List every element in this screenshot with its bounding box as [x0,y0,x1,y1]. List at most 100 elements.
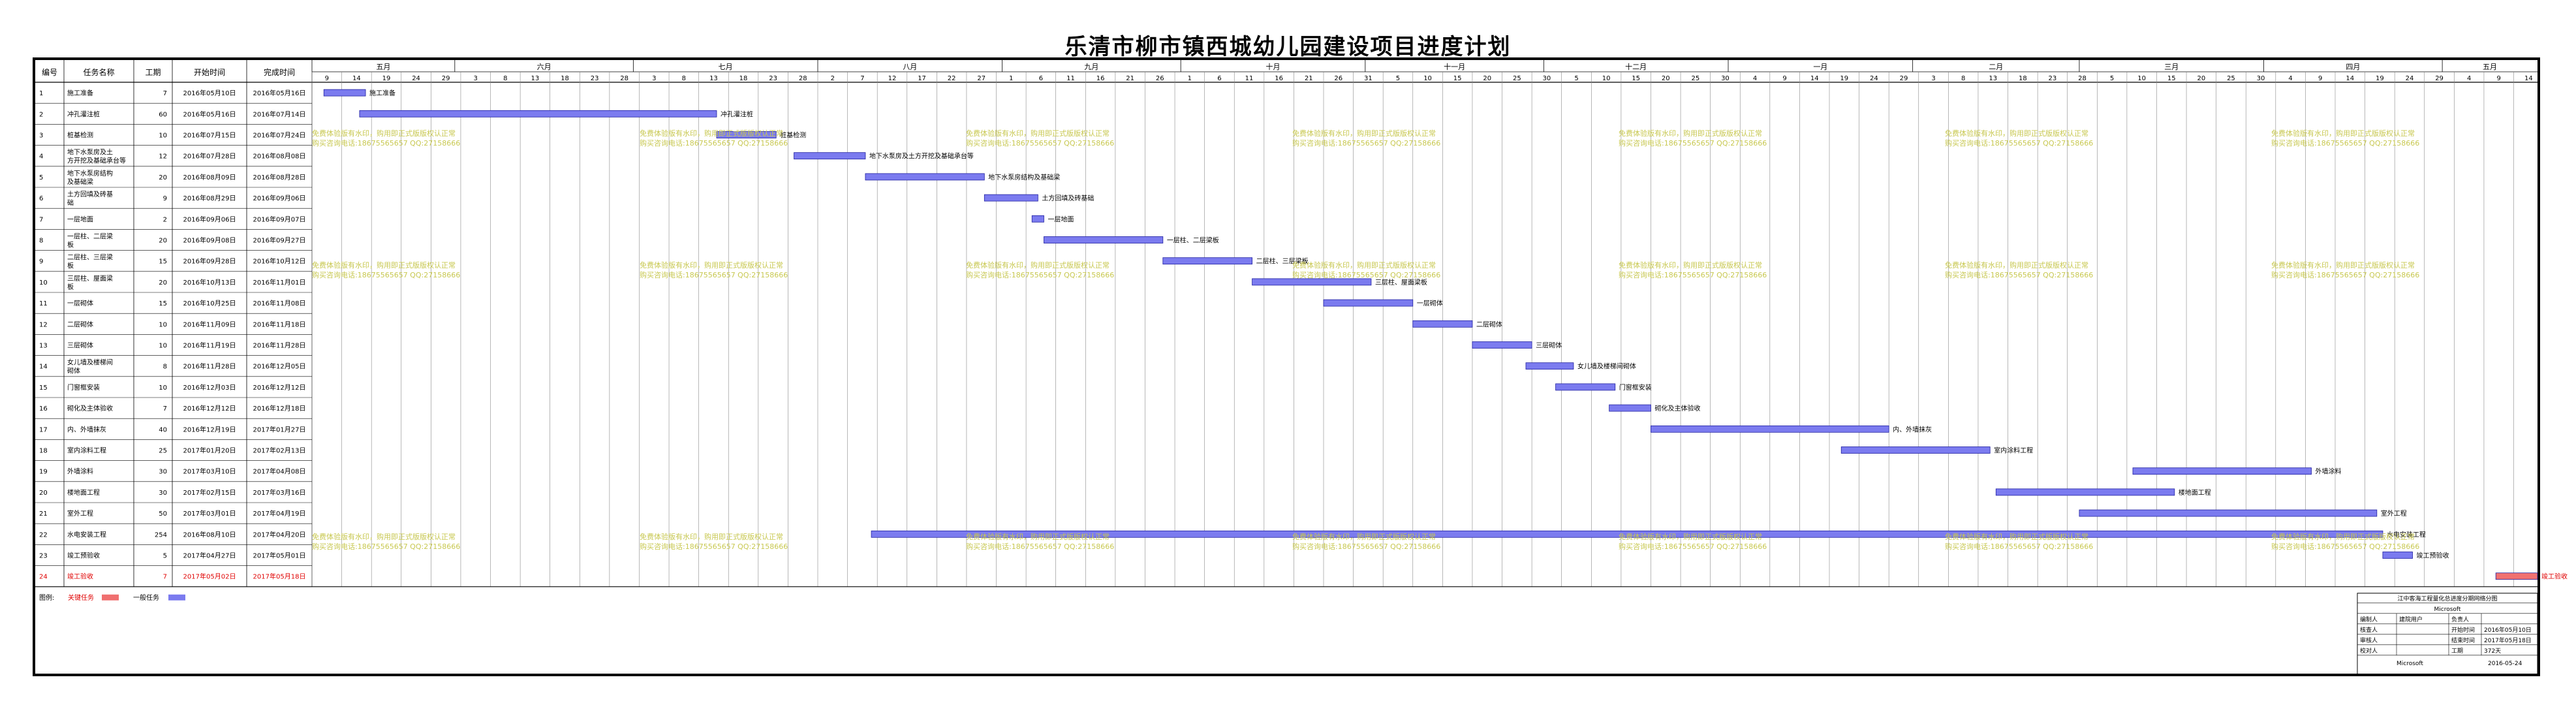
chart-frame [33,57,2540,676]
week-tick-label: 19 [2376,75,2384,82]
watermark-line1: 免费体验版有水印，购用即正式版版权认正常 [1945,260,2088,270]
task-bar-label: 水电安装工程 [2387,530,2426,539]
week-tick-label: 24 [2406,75,2414,82]
task-id: 12 [39,321,48,328]
task-start: 2016年08月09日 [183,173,236,181]
task-duration: 254 [155,531,167,539]
task-duration: 2 [163,216,167,223]
watermark-line2: 购买咨询电话:18675565657 QQ:27158666 [312,138,460,148]
header-end: 完成时间 [264,67,295,77]
watermark-line1: 免费体验版有水印，购用即正式版版权认正常 [1292,532,1436,541]
task-bar [1472,341,1532,349]
task-bar [359,110,717,117]
week-tick-label: 14 [1810,75,1819,82]
week-tick-label: 5 [2110,75,2114,82]
week-tick-label: 5 [1396,75,1400,82]
task-bar [1525,362,1574,370]
info-box-cell: 建院用户 [2399,616,2423,623]
task-start: 2016年12月12日 [183,404,236,413]
watermark-line1: 免费体验版有水印，购用即正式版版权认正常 [966,532,1110,541]
watermark-line2: 购买咨询电话:18675565657 QQ:27158666 [640,542,788,551]
task-id: 4 [39,153,43,161]
task-start: 2016年09月28日 [183,257,236,266]
task-duration: 10 [159,321,167,328]
task-duration: 9 [163,195,167,202]
task-name: 桩基检测 [67,131,93,140]
task-start: 2016年08月10日 [183,530,236,539]
info-box-footer-date: 2016-05-24 [2488,661,2522,667]
watermark-line1: 免费体验版有水印，购用即正式版版权认正常 [312,532,456,541]
task-name: 地下水泵房结构 [67,169,113,178]
info-box-cell: 工期 [2451,648,2463,655]
task-start: 2016年09月08日 [183,236,236,245]
task-end: 2017年05月01日 [253,552,306,560]
task-bar-label: 土方回填及砖基础 [1042,194,1094,202]
task-name-cont: 及基础梁 [67,178,93,186]
task-bar [1651,425,1889,433]
watermark-line2: 购买咨询电话:18675565657 QQ:27158666 [1945,270,2093,279]
week-tick-label: 23 [2049,75,2057,82]
task-id: 11 [39,300,48,307]
task-bar [1995,488,2175,496]
task-end: 2016年08月28日 [253,173,306,181]
watermark-line2: 购买咨询电话:18675565657 QQ:27158666 [640,270,788,279]
info-box-cell: 372天 [2484,648,2501,655]
task-id: 17 [39,426,48,433]
week-tick-label: 9 [2318,75,2322,82]
watermark-line2: 购买咨询电话:18675565657 QQ:27158666 [1292,270,1440,279]
task-bar-label: 竣工验收 [2541,572,2568,581]
week-tick-label: 7 [860,75,864,82]
week-tick-label: 10 [1602,75,1611,82]
task-duration: 7 [163,90,167,97]
week-tick-label: 15 [1632,75,1640,82]
task-duration: 10 [159,384,167,392]
watermark-line1: 免费体验版有水印，购用即正式版版权认正常 [640,532,783,541]
week-tick-label: 23 [591,75,599,82]
task-name: 一层砌体 [67,300,93,307]
task-id: 7 [39,216,43,223]
info-box-footer-company: Microsoft [2397,661,2423,667]
task-duration: 50 [159,510,167,518]
week-tick-label: 28 [620,75,628,82]
watermark-line1: 免费体验版有水印，购用即正式版版权认正常 [1292,129,1436,138]
week-tick-label: 15 [2167,75,2176,82]
task-id: 21 [39,510,48,518]
week-tick-label: 1 [1188,75,1192,82]
week-tick-label: 16 [1275,75,1283,82]
week-tick-label: 19 [1840,75,1848,82]
page-title: 乐清市柳市镇西城幼儿园建设项目进度计划 [1064,34,1512,60]
task-bar [1044,236,1164,243]
task-duration: 30 [159,490,167,497]
task-bar [2495,572,2538,580]
task-start: 2017年03月01日 [183,509,236,518]
week-tick-label: 8 [682,75,686,82]
week-tick-label: 2 [831,75,835,82]
task-start: 2016年08月29日 [183,194,236,202]
task-bar-label: 女儿墙及楼梯间砌体 [1577,362,1636,371]
task-duration: 7 [163,405,167,413]
week-tick-label: 30 [2257,75,2265,82]
week-tick-label: 10 [1423,75,1432,82]
task-id: 20 [39,490,48,497]
task-name: 砌化及主体验收 [67,404,113,413]
week-tick-label: 26 [1156,75,1164,82]
watermark-line2: 购买咨询电话:18675565657 QQ:27158666 [312,270,460,279]
task-id: 2 [39,111,43,118]
info-box-cell: 负责人 [2451,616,2469,623]
week-tick-label: 18 [2019,75,2027,82]
week-tick-label: 30 [1543,75,1551,82]
week-tick-label: 27 [977,75,985,82]
week-tick-label: 26 [1334,75,1342,82]
week-tick-label: 13 [709,75,718,82]
watermark-line2: 购买咨询电话:18675565657 QQ:27158666 [1619,270,1767,279]
task-name-cont: 板 [67,283,74,291]
task-end: 2016年09月07日 [253,215,306,223]
week-tick-label: 29 [2435,75,2444,82]
info-box-cell: 2016年05月10日 [2484,626,2532,634]
info-box-cell: 核查人 [2360,626,2378,634]
task-duration: 7 [163,574,167,581]
week-tick-label: 28 [2078,75,2087,82]
week-tick-label: 28 [799,75,807,82]
week-tick-label: 20 [1483,75,1491,82]
task-bar-label: 二层砌体 [1476,320,1502,328]
